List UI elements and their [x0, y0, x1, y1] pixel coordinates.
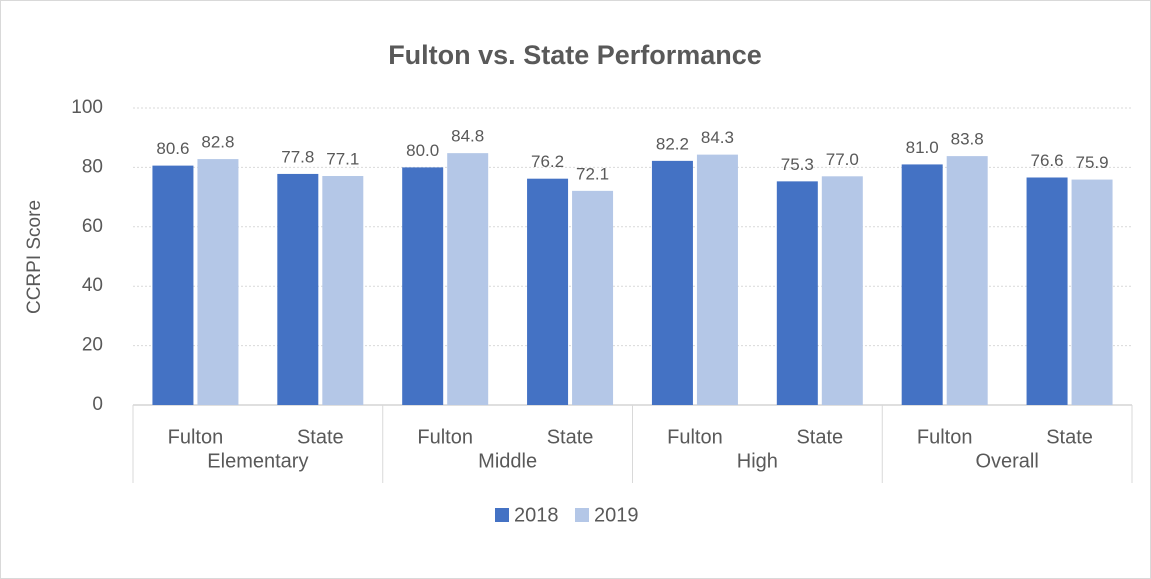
bar [946, 156, 988, 405]
x-tick-label: Fulton [417, 426, 473, 448]
value-label: 72.1 [576, 164, 609, 183]
value-label: 84.8 [451, 127, 484, 146]
value-label: 75.9 [1076, 153, 1109, 172]
value-label: 80.6 [156, 139, 189, 158]
value-label: 81.0 [906, 138, 939, 157]
bar [277, 173, 319, 405]
value-label: 84.3 [701, 128, 734, 147]
value-label: 76.6 [1031, 151, 1064, 170]
bar [197, 159, 239, 405]
bar [527, 178, 569, 405]
bar [821, 176, 863, 405]
value-label: 82.2 [656, 134, 689, 153]
legend-label: 2018 [514, 504, 559, 526]
bar [1026, 177, 1068, 405]
legend-label: 2019 [594, 504, 639, 526]
value-label: 76.2 [531, 152, 564, 171]
chart-title: Fulton vs. State Performance [388, 40, 762, 70]
y-tick-label: 40 [82, 275, 103, 296]
bar [322, 176, 364, 405]
bar [572, 190, 614, 405]
group-label: Elementary [207, 450, 308, 472]
value-label: 75.3 [781, 155, 814, 174]
y-tick-label: 80 [82, 156, 103, 177]
x-tick-label: State [297, 426, 344, 448]
bar [901, 164, 943, 405]
legend-swatch [575, 508, 589, 522]
bar [447, 153, 489, 405]
value-label: 77.0 [826, 150, 859, 169]
value-label: 82.8 [201, 133, 234, 152]
x-tick-label: Fulton [168, 426, 224, 448]
bar [776, 181, 818, 405]
legend-swatch [495, 508, 509, 522]
group-label: High [737, 450, 778, 472]
bar [1071, 179, 1113, 405]
x-tick-label: Fulton [917, 426, 973, 448]
bar [696, 154, 738, 405]
value-label: 77.8 [281, 147, 314, 166]
x-tick-label: State [796, 426, 843, 448]
value-label: 80.0 [406, 141, 439, 160]
group-label: Overall [975, 450, 1038, 472]
x-tick-label: Fulton [667, 426, 723, 448]
bar [651, 160, 693, 405]
bar [152, 165, 194, 405]
value-label: 83.8 [951, 130, 984, 149]
x-tick-label: State [547, 426, 594, 448]
y-tick-label: 20 [82, 335, 103, 356]
y-tick-label: 60 [82, 216, 103, 237]
x-tick-label: State [1046, 426, 1093, 448]
y-tick-label: 100 [71, 97, 103, 118]
group-label: Middle [478, 450, 537, 472]
value-label: 77.1 [326, 149, 359, 168]
bar [402, 167, 444, 405]
y-tick-label: 0 [92, 394, 103, 415]
y-axis-label: CCRPI Score [24, 200, 45, 314]
